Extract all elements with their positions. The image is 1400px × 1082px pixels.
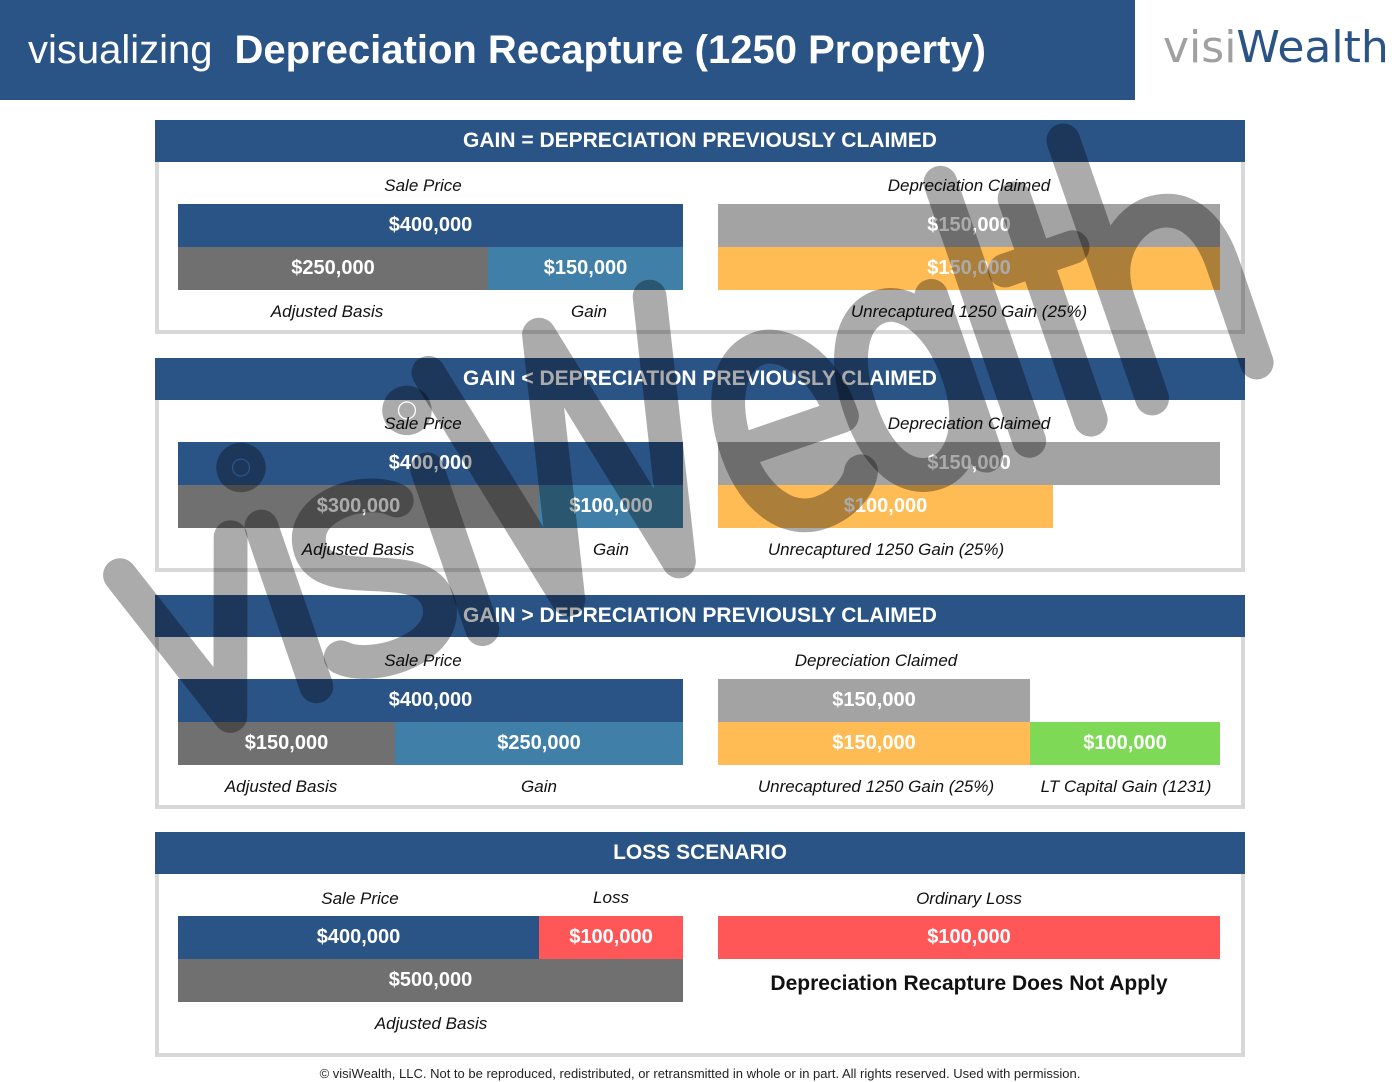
depreciation-bar: $150,000: [718, 442, 1220, 485]
visiwealth-logo: visiWealth: [1163, 22, 1389, 73]
sale-price-label: Sale Price: [321, 889, 399, 908]
adjusted-basis-label: Adjusted Basis: [224, 777, 338, 796]
loss-bar: $100,000: [539, 916, 683, 959]
sale-price-label: Sale Price: [384, 414, 462, 433]
depreciation-claimed-label: Depreciation Claimed: [887, 414, 1051, 433]
lt-capital-gain-bar: $100,000: [1030, 722, 1220, 765]
unrecaptured-bar: $150,000: [718, 247, 1220, 290]
section-title: LOSS SCENARIO: [155, 832, 1245, 874]
sale-price-label: Sale Price: [384, 176, 462, 195]
logo-part1: visi: [1163, 22, 1237, 73]
unrecaptured-bar: $100,000: [718, 485, 1053, 528]
sale-price-bar: $400,000: [178, 442, 683, 485]
section-title: GAIN > DEPRECIATION PREVIOUSLY CLAIMED: [155, 595, 1245, 637]
section-title: GAIN < DEPRECIATION PREVIOUSLY CLAIMED: [155, 358, 1245, 400]
adjusted-basis-bar: $250,000: [178, 247, 488, 290]
title-banner: visualizing Depreciation Recapture (1250…: [0, 0, 1135, 100]
unrecaptured-label: Unrecaptured 1250 Gain (25%): [767, 540, 1005, 559]
ordinary-loss-bar: $100,000: [718, 916, 1220, 959]
sale-price-bar: $400,000: [178, 679, 683, 722]
gain-bar: $150,000: [488, 247, 683, 290]
gain-label: Gain: [571, 302, 607, 321]
depreciation-bar: $150,000: [718, 204, 1220, 247]
adjusted-basis-bar: $300,000: [178, 485, 539, 528]
ordinary-loss-label: Ordinary Loss: [916, 889, 1022, 908]
section-title: GAIN = DEPRECIATION PREVIOUSLY CLAIMED: [155, 120, 1245, 162]
logo-part2: Wealth: [1236, 22, 1389, 73]
adjusted-basis-label: Adjusted Basis: [374, 1014, 488, 1033]
gain-bar: $250,000: [395, 722, 683, 765]
adjusted-basis-bar: $500,000: [178, 959, 683, 1002]
sale-price-bar: $400,000: [178, 204, 683, 247]
gain-label: Gain: [521, 777, 557, 796]
unrecaptured-label: Unrecaptured 1250 Gain (25%): [757, 777, 995, 796]
adjusted-basis-label: Adjusted Basis: [301, 540, 415, 559]
gain-label: Gain: [593, 540, 629, 559]
gain-bar: $100,000: [539, 485, 683, 528]
depreciation-claimed-label: Depreciation Claimed: [794, 651, 958, 670]
copyright-footer: © visiWealth, LLC. Not to be reproduced,…: [319, 1066, 1081, 1081]
page-title: Depreciation Recapture (1250 Property): [234, 27, 986, 72]
sale-price-label: Sale Price: [384, 651, 462, 670]
adjusted-basis-bar: $150,000: [178, 722, 395, 765]
depreciation-claimed-label: Depreciation Claimed: [887, 176, 1051, 195]
unrecaptured-label: Unrecaptured 1250 Gain (25%): [850, 302, 1088, 321]
sale-price-bar: $400,000: [178, 916, 539, 959]
title-prefix: visualizing: [28, 27, 213, 72]
lt-capital-gain-label: LT Capital Gain (1231): [1040, 777, 1212, 796]
recapture-note: Depreciation Recapture Does Not Apply: [770, 972, 1168, 995]
loss-label: Loss: [593, 888, 629, 907]
unrecaptured-bar: $150,000: [718, 722, 1030, 765]
depreciation-bar: $150,000: [718, 679, 1030, 722]
adjusted-basis-label: Adjusted Basis: [270, 302, 384, 321]
